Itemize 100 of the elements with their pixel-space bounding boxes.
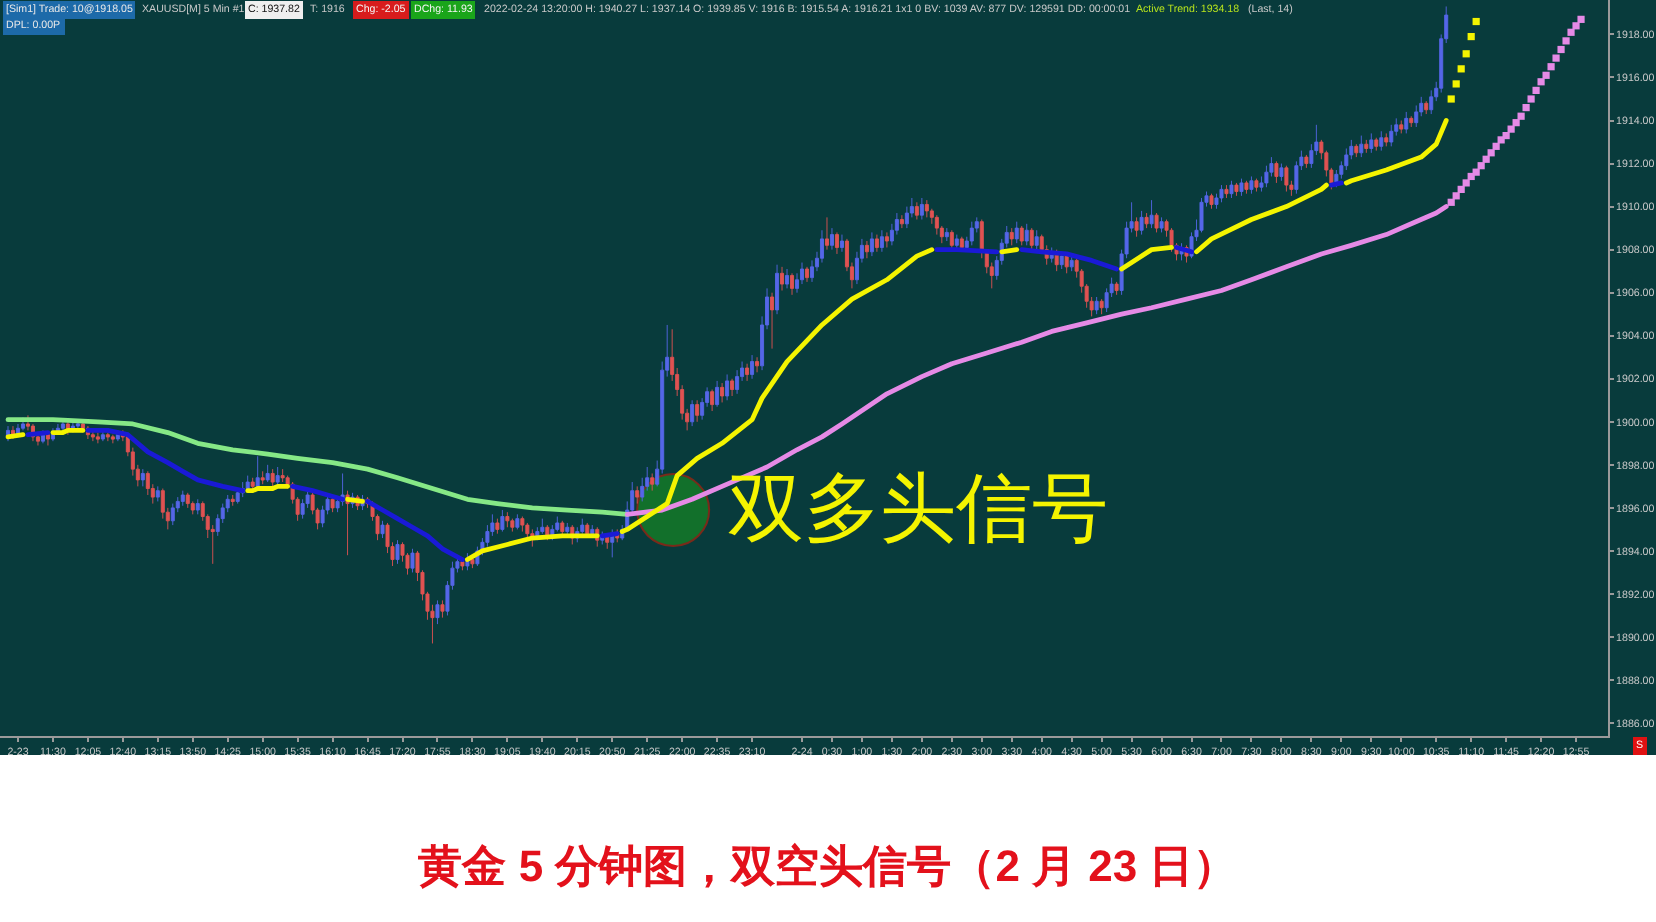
candlestick: [934, 214, 939, 236]
point: [1547, 63, 1555, 71]
candlestick: [115, 429, 120, 442]
candlestick: [180, 490, 185, 507]
candlestick: [435, 599, 440, 625]
candlestick: [1429, 89, 1434, 115]
candlestick: [839, 234, 844, 253]
candlestick: [884, 231, 889, 248]
point: [1537, 78, 1545, 86]
candlestick: [1114, 281, 1119, 296]
candlestick: [1424, 100, 1429, 115]
point: [1492, 142, 1500, 150]
point: [1517, 112, 1525, 120]
candlestick: [155, 485, 160, 502]
candlestick: [375, 513, 380, 541]
candlestick: [775, 264, 780, 315]
point: [1532, 86, 1540, 94]
candlestick: [720, 382, 725, 403]
point: [1452, 80, 1460, 88]
point: [1472, 17, 1480, 26]
candlestick: [1229, 180, 1234, 199]
candlestick: [100, 429, 105, 442]
candlestick: [565, 522, 570, 537]
candlestick: [230, 494, 235, 507]
candlestick: [695, 399, 700, 423]
candlestick: [1244, 180, 1249, 195]
candlestick: [1099, 298, 1104, 315]
text: 黄金 5 分钟图，双空头信号（2 月 23 日）: [416, 841, 1238, 892]
candlestick: [1279, 163, 1284, 182]
point: [1482, 155, 1490, 163]
candlestick: [580, 518, 585, 535]
candlestick: [1284, 165, 1289, 192]
candlestick: [410, 548, 415, 573]
candlestick: [1239, 178, 1244, 197]
point: [1572, 22, 1580, 30]
candlestick: [395, 539, 400, 565]
candlestick: [75, 419, 80, 431]
candlestick: [95, 432, 100, 444]
candlestick: [560, 520, 565, 537]
candlestick: [1009, 227, 1014, 246]
candlestick: [235, 488, 240, 505]
candlestick: [1264, 165, 1269, 188]
candlestick: [1014, 221, 1019, 244]
candlestick: [245, 475, 250, 492]
candlestick: [914, 201, 919, 220]
candlestick: [1379, 130, 1384, 152]
candlestick: [1139, 210, 1144, 236]
point: [1562, 37, 1570, 45]
candlestick: [1404, 111, 1409, 134]
candlestick: [1234, 182, 1239, 197]
point: [1502, 131, 1510, 140]
candlestick: [730, 378, 735, 397]
candlestick: [805, 266, 809, 283]
candlestick: [460, 556, 465, 571]
candlestick: [515, 513, 520, 530]
candlestick: [1354, 143, 1359, 158]
candlestick: [1029, 227, 1034, 253]
candlestick: [440, 599, 445, 619]
candlestick: [1214, 193, 1219, 210]
candlestick: [1389, 124, 1394, 147]
candlestick: [989, 262, 994, 289]
candlestick: [924, 199, 929, 218]
candlestick: [904, 206, 909, 229]
candlestick: [1399, 120, 1404, 134]
candlestick: [470, 556, 475, 569]
candlestick: [510, 518, 515, 533]
candlestick: [1134, 216, 1139, 238]
candlestick: [1199, 197, 1204, 233]
point: [1447, 95, 1455, 103]
candlestick: [280, 468, 285, 483]
candlestick: [1069, 255, 1074, 272]
candlestick: [190, 500, 195, 515]
point: [1472, 168, 1480, 176]
point: [1462, 179, 1470, 187]
point: [1527, 95, 1535, 103]
candlestick: [1344, 148, 1349, 171]
candlestick: [1159, 216, 1164, 233]
candlestick: [1359, 135, 1364, 158]
candlestick: [755, 356, 760, 373]
candlestick: [195, 498, 200, 515]
candlestick: [1144, 212, 1149, 229]
candlestick: [1414, 105, 1419, 128]
candlestick: [1274, 160, 1279, 184]
candlestick: [1149, 199, 1154, 229]
candlestick: [790, 272, 795, 296]
candlestick: [1019, 225, 1024, 246]
candlestick: [1409, 115, 1414, 128]
point: [1462, 50, 1470, 58]
candlestick: [520, 516, 525, 533]
candlestick: [170, 503, 175, 526]
candlestick: [300, 498, 305, 520]
candlestick: [1059, 251, 1064, 270]
candlestick: [810, 259, 814, 283]
candlestick: [145, 470, 150, 496]
candlestick: [650, 473, 655, 492]
candlestick: [495, 518, 500, 535]
candlestick: [780, 266, 785, 291]
candlestick: [270, 468, 275, 487]
candlestick: [1369, 132, 1374, 154]
candlestick: [899, 214, 904, 229]
